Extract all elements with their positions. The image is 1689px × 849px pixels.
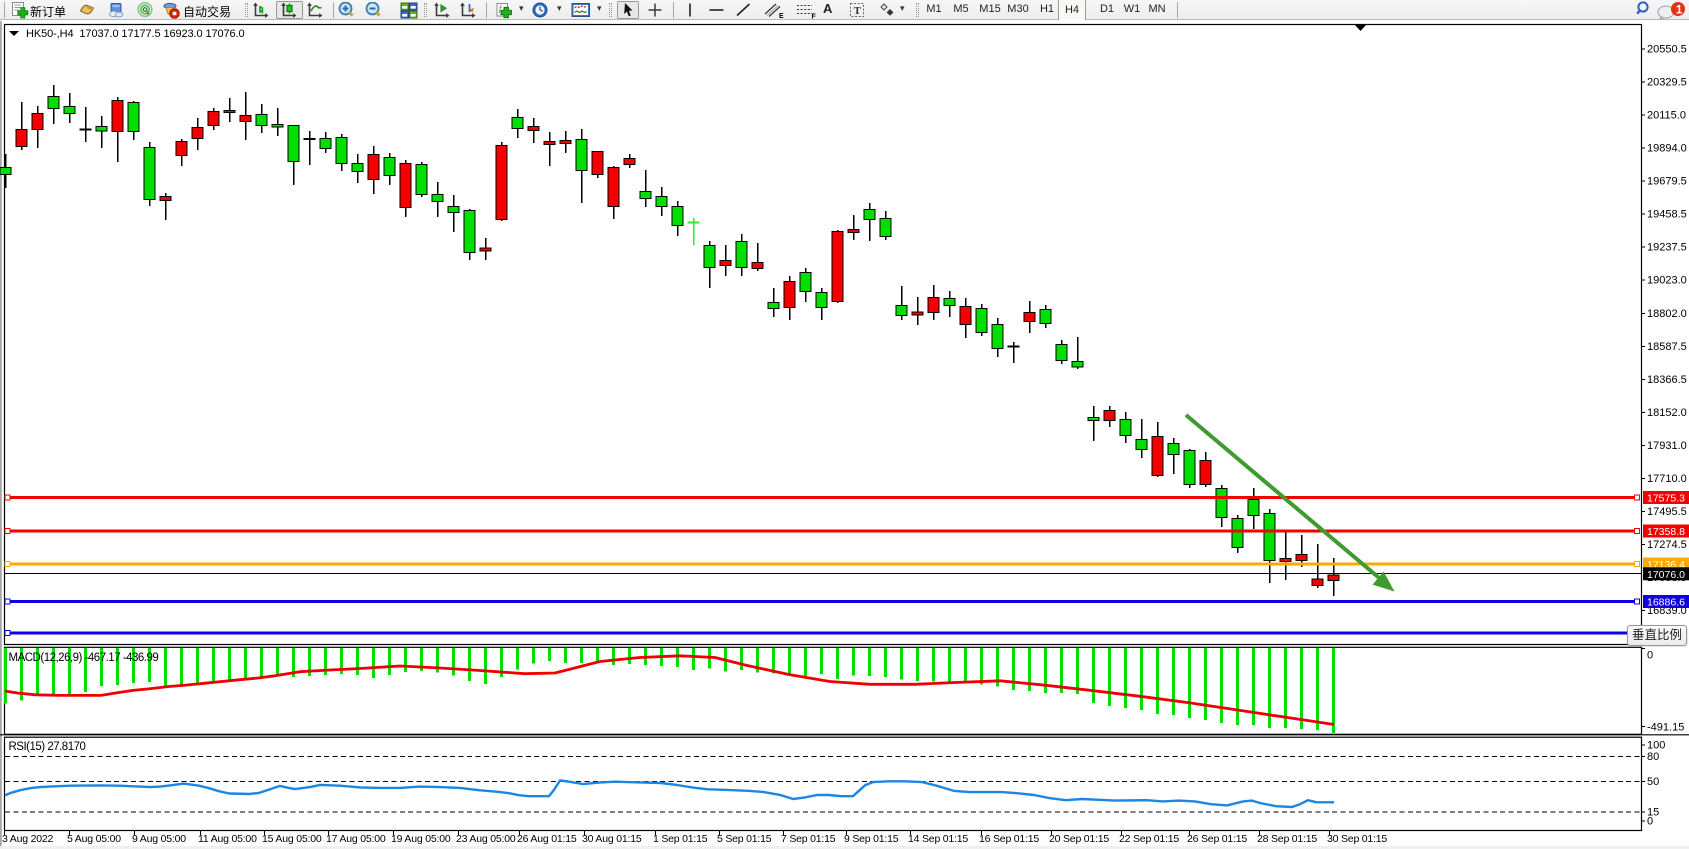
svg-text:18366.5: 18366.5 <box>1647 374 1687 386</box>
svg-text:20329.5: 20329.5 <box>1647 77 1687 89</box>
svg-text:17495.5: 17495.5 <box>1647 506 1687 518</box>
svg-text:11 Aug 05:00: 11 Aug 05:00 <box>198 833 257 845</box>
svg-text:9 Aug 05:00: 9 Aug 05:00 <box>132 833 186 845</box>
svg-text:3 Aug 2022: 3 Aug 2022 <box>2 833 53 845</box>
svg-text:16886.6: 16886.6 <box>1647 597 1685 609</box>
svg-text:1: 1 <box>1676 3 1683 17</box>
svg-text:17076.0: 17076.0 <box>1647 569 1685 581</box>
svg-text:0: 0 <box>1647 816 1653 828</box>
svg-text:100: 100 <box>1647 740 1665 752</box>
svg-text:26 Aug 01:15: 26 Aug 01:15 <box>517 833 577 845</box>
svg-text:5 Sep 01:15: 5 Sep 01:15 <box>717 833 772 845</box>
svg-text:80: 80 <box>1647 751 1659 763</box>
svg-text:17710.0: 17710.0 <box>1647 473 1687 485</box>
svg-text:9 Sep 01:15: 9 Sep 01:15 <box>844 833 899 845</box>
svg-text:18152.0: 18152.0 <box>1647 407 1687 419</box>
svg-text:30 Sep 01:15: 30 Sep 01:15 <box>1327 833 1387 845</box>
svg-text:14 Sep 01:15: 14 Sep 01:15 <box>908 833 968 845</box>
svg-text:F: F <box>812 14 817 20</box>
svg-text:16839.0: 16839.0 <box>1647 605 1687 617</box>
svg-text:19 Aug 05:00: 19 Aug 05:00 <box>391 833 451 845</box>
svg-text:15: 15 <box>1647 807 1659 819</box>
svg-text:18587.5: 18587.5 <box>1647 341 1687 353</box>
svg-text:17358.8: 17358.8 <box>1647 526 1685 538</box>
svg-text:20550.5: 20550.5 <box>1647 44 1687 56</box>
svg-text:17575.3: 17575.3 <box>1647 493 1685 505</box>
svg-text:E: E <box>779 13 784 19</box>
svg-text:22 Sep 01:15: 22 Sep 01:15 <box>1119 833 1179 845</box>
svg-text:19894.0: 19894.0 <box>1647 143 1687 155</box>
svg-text:23 Aug 05:00: 23 Aug 05:00 <box>456 833 516 845</box>
svg-text:RSI(15) 27.8170: RSI(15) 27.8170 <box>9 741 86 753</box>
svg-text:f: f <box>499 4 503 13</box>
svg-text:50: 50 <box>1647 776 1659 788</box>
svg-text:MACD(12,26,9) -467.17 -436.99: MACD(12,26,9) -467.17 -436.99 <box>9 652 159 664</box>
svg-text:18802.0: 18802.0 <box>1647 308 1687 320</box>
svg-text:19023.0: 19023.0 <box>1647 275 1687 287</box>
svg-text:7 Sep 01:15: 7 Sep 01:15 <box>781 833 836 845</box>
svg-text:17 Aug 05:00: 17 Aug 05:00 <box>326 833 386 845</box>
svg-text:T: T <box>854 5 862 17</box>
svg-text:30 Aug 01:15: 30 Aug 01:15 <box>582 833 642 845</box>
svg-text:17274.5: 17274.5 <box>1647 539 1687 551</box>
svg-text:-491.15: -491.15 <box>1647 722 1684 734</box>
svg-text:26 Sep 01:15: 26 Sep 01:15 <box>1187 833 1247 845</box>
svg-text:19237.5: 19237.5 <box>1647 242 1687 254</box>
svg-text:19679.5: 19679.5 <box>1647 176 1687 188</box>
svg-text:20 Sep 01:15: 20 Sep 01:15 <box>1049 833 1109 845</box>
svg-text:0: 0 <box>1647 650 1653 662</box>
svg-text:5 Aug 05:00: 5 Aug 05:00 <box>67 833 121 845</box>
svg-text:HK50-,H4 17037.0 17177.5 1692: HK50-,H4 17037.0 17177.5 16923.0 17076.0 <box>26 28 245 40</box>
svg-text:1 Sep 01:15: 1 Sep 01:15 <box>653 833 708 845</box>
svg-text:15 Aug 05:00: 15 Aug 05:00 <box>262 833 322 845</box>
svg-text:16 Sep 01:15: 16 Sep 01:15 <box>979 833 1039 845</box>
svg-text:20115.0: 20115.0 <box>1647 110 1686 122</box>
svg-text:17931.0: 17931.0 <box>1647 440 1687 452</box>
svg-text:28 Sep 01:15: 28 Sep 01:15 <box>1257 833 1317 845</box>
svg-text:19458.5: 19458.5 <box>1647 209 1687 221</box>
